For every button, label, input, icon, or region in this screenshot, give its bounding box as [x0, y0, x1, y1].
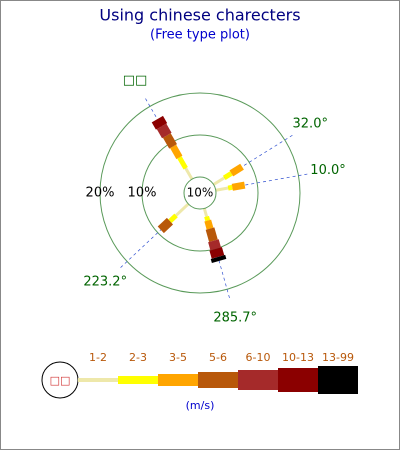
arm-segment: [204, 219, 214, 230]
arm-segment: [157, 217, 174, 234]
arm-segment: [212, 176, 226, 186]
legend-swatch: [238, 370, 278, 390]
legend-entry: 6-10: [246, 351, 271, 364]
direction-label: 32.0°: [293, 117, 328, 132]
arm-segment: [209, 247, 225, 259]
legend-swatch: [278, 368, 318, 392]
direction-label: 285.7°: [213, 311, 257, 326]
arm-segment: [162, 133, 177, 149]
range-ring: [141, 134, 259, 252]
direction-line: [215, 173, 311, 191]
legend-entry: 2-3: [129, 351, 147, 364]
legend-swatch: [118, 376, 158, 384]
range-label: 10%: [128, 186, 157, 201]
legend-swatch: [318, 366, 358, 394]
legend-swatch: [198, 372, 238, 388]
arm-segment: [229, 163, 244, 177]
range-label: 20%: [86, 186, 115, 201]
legend-label: □□: [50, 374, 71, 387]
arm-segment: [222, 171, 233, 180]
arm-segment: [231, 181, 246, 191]
direction-label: □□: [123, 73, 148, 88]
arm-segment: [184, 167, 194, 180]
arm-segment: [170, 144, 183, 160]
arm-segment: [151, 115, 168, 130]
direction-line: [213, 133, 296, 185]
legend-swatch: [158, 374, 198, 386]
arm-segment: [202, 207, 209, 217]
legend-swatch: [78, 378, 118, 382]
arm-segment: [156, 123, 172, 139]
arm-segment: [168, 213, 178, 224]
arm-segment: [208, 239, 221, 251]
arm-segment: [215, 186, 229, 192]
direction-label: 10.0°: [310, 163, 345, 178]
legend-entry: 5-6: [209, 351, 227, 364]
legend-unit: (m/s): [186, 399, 215, 412]
legend-entry: 3-5: [169, 351, 187, 364]
center-circle: [183, 176, 217, 210]
arm-segment: [227, 184, 233, 191]
legend-entry: 13-99: [322, 351, 354, 364]
arm-segment: [175, 202, 190, 217]
arm-segment: [204, 215, 211, 222]
legend-entry: 1-2: [89, 351, 107, 364]
chart-title: Using chinese charecters: [99, 6, 300, 25]
range-ring: [99, 92, 301, 294]
arm-segment: [210, 254, 227, 263]
chart-subtitle: (Free type plot): [150, 28, 250, 43]
legend-entry: 10-13: [282, 351, 314, 364]
arm-segment: [205, 227, 218, 242]
arm-segment: [177, 156, 188, 170]
direction-label: 223.2°: [83, 274, 127, 289]
center-label: 10%: [187, 186, 214, 200]
direction-line: [118, 203, 189, 270]
